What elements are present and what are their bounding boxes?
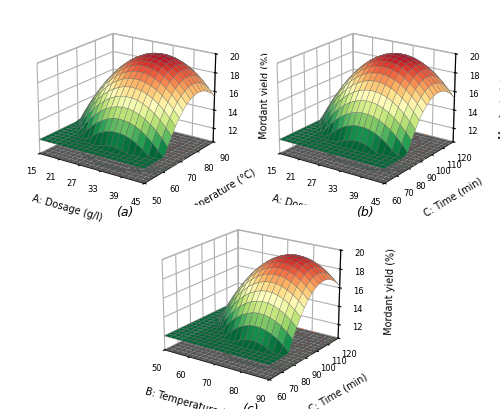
Text: (c): (c): [242, 402, 258, 409]
Y-axis label: B: Temperature (°C): B: Temperature (°C): [168, 168, 257, 227]
Text: (a): (a): [116, 206, 134, 219]
X-axis label: A: Dosage (g/l): A: Dosage (g/l): [30, 193, 103, 223]
X-axis label: B: Temperature (°C): B: Temperature (°C): [144, 387, 240, 409]
Y-axis label: C: Time (min): C: Time (min): [306, 372, 368, 409]
Text: (b): (b): [356, 206, 374, 219]
Y-axis label: C: Time (min): C: Time (min): [422, 176, 484, 218]
X-axis label: A: Dosage (g/l): A: Dosage (g/l): [270, 193, 343, 223]
